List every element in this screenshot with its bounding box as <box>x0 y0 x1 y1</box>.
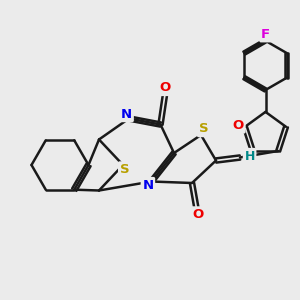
Text: H: H <box>244 149 255 163</box>
Text: S: S <box>199 122 208 136</box>
Text: O: O <box>159 81 171 94</box>
Text: N: N <box>121 107 132 121</box>
Text: S: S <box>120 163 129 176</box>
Text: N: N <box>142 178 154 192</box>
Text: O: O <box>192 208 204 221</box>
Text: O: O <box>233 119 244 132</box>
Text: F: F <box>261 28 270 41</box>
